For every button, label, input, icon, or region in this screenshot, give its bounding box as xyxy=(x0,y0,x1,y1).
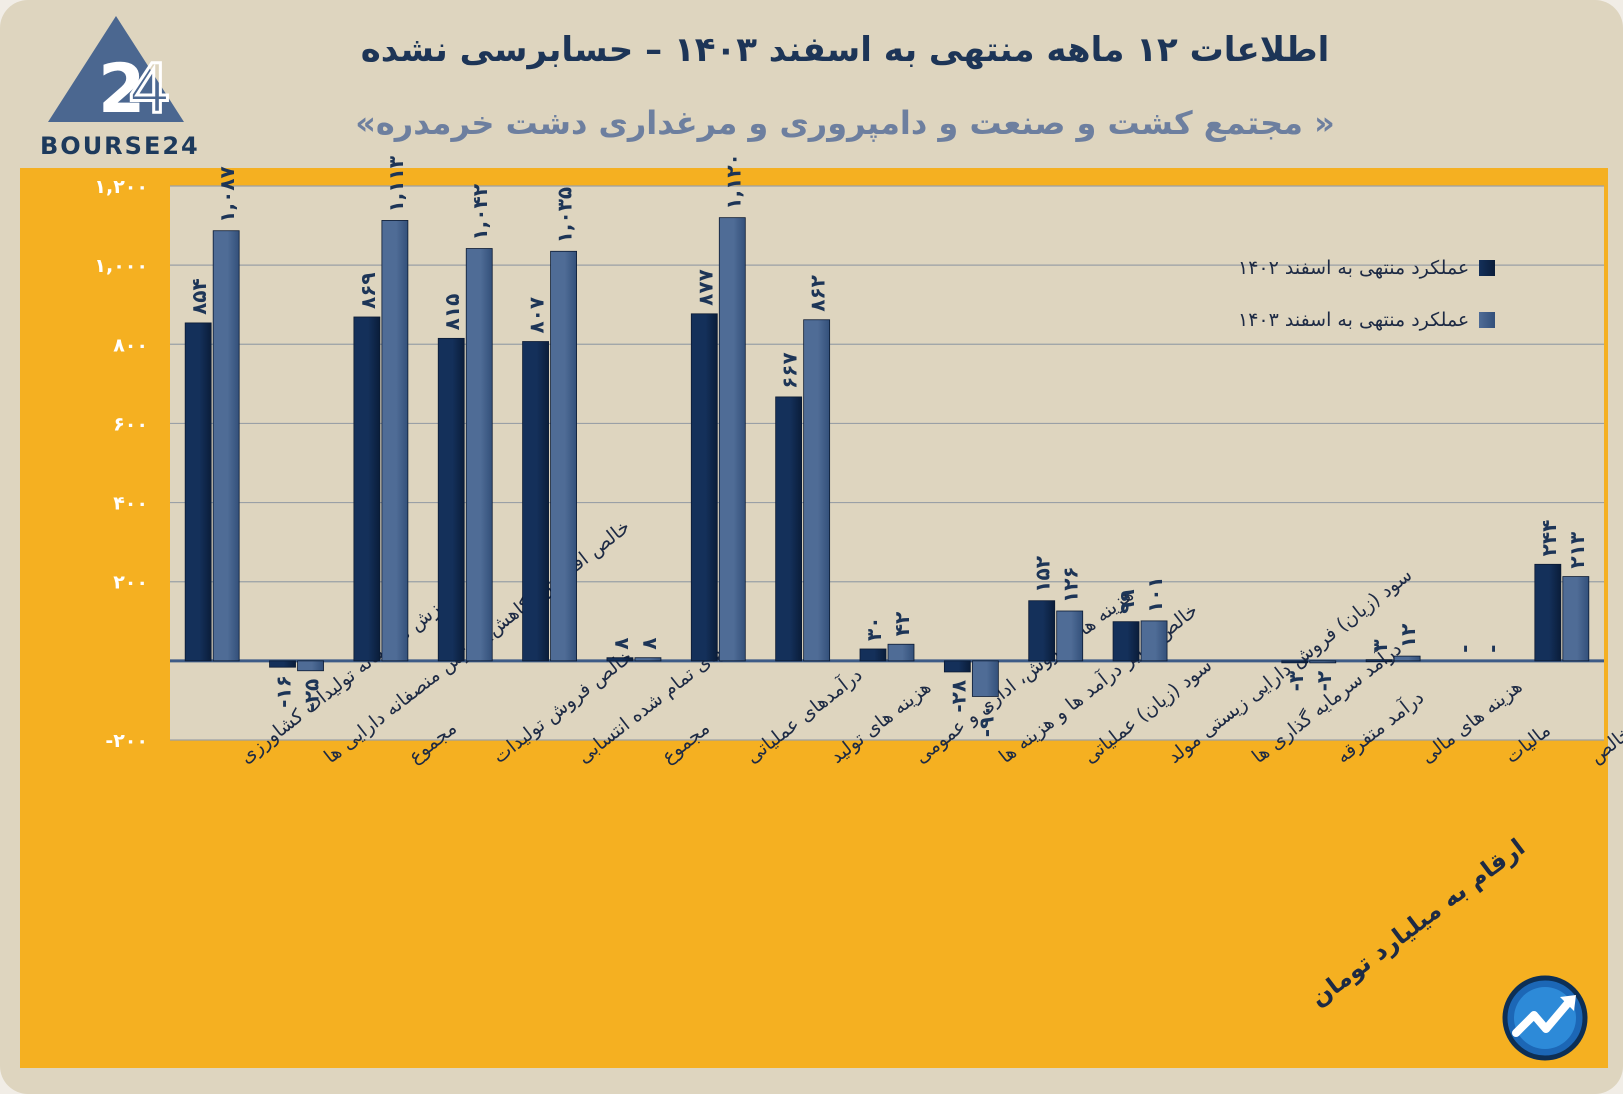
bar-1403 xyxy=(971,660,999,697)
legend-label-1402: عملکرد منتهی به اسفند ۱۴۰۲ xyxy=(1238,257,1470,279)
bar-1403 xyxy=(465,248,493,662)
legend-swatch-1402 xyxy=(1479,260,1496,276)
data-label-1403: -۲ xyxy=(1312,671,1336,692)
bar-1403 xyxy=(1393,655,1421,662)
bar-1403 xyxy=(550,250,577,662)
bar-1402 xyxy=(1281,660,1309,664)
page-title: اطلاعات ۱۲ ماهه منتهی به اسفند ۱۴۰۳ – حس… xyxy=(360,30,1330,70)
y-tick-label: ۴۰۰ xyxy=(113,493,148,515)
data-label-1402: ۸۰۷ xyxy=(525,297,549,334)
bar-1402 xyxy=(1365,659,1393,663)
legend-swatch-1403 xyxy=(1479,312,1496,328)
data-label-1403: -۲۵ xyxy=(300,679,324,712)
trend-logo-icon xyxy=(1502,975,1588,1061)
data-label-1403: - xyxy=(1480,645,1504,653)
data-label-1403: ۲۱۳ xyxy=(1565,532,1589,569)
data-label-1402: ۸۷۷ xyxy=(693,269,717,306)
data-label-1402: -۲۸ xyxy=(946,680,970,713)
data-label-1403: ۸ xyxy=(637,637,661,649)
data-label-1403: ۱۲ xyxy=(1396,624,1420,648)
bar-1402 xyxy=(184,322,212,662)
bar-1402 xyxy=(437,337,465,662)
bar-1403 xyxy=(297,660,324,672)
bar-1402 xyxy=(353,316,381,662)
data-label-1403: ۱,۱۱۳ xyxy=(384,156,408,212)
data-label-1402: ۸۱۵ xyxy=(440,294,464,331)
data-label-1402: ۶۶۷ xyxy=(778,352,802,389)
bar-1402 xyxy=(522,341,549,662)
y-tick-label: -۲۰۰ xyxy=(105,730,148,752)
data-label-1403: ۴۲ xyxy=(890,612,914,636)
bar-1402 xyxy=(269,660,296,668)
data-label-1403: ۱,۱۲۰ xyxy=(721,153,745,209)
data-label-1403: ۱۰۱ xyxy=(1143,576,1167,613)
bourse24-logo-icon: 2 4 xyxy=(48,16,184,131)
data-label-1402: ۸۶۹ xyxy=(356,272,380,309)
bar-1403 xyxy=(803,319,831,662)
data-label-1402: ۳ xyxy=(1368,639,1392,651)
data-label-1402: -۱۶ xyxy=(272,675,296,708)
plot-area xyxy=(170,186,1604,740)
legend-item-1402: عملکرد منتهی به اسفند ۱۴۰۲ xyxy=(1238,242,1496,294)
legend-item-1403: عملکرد منتهی به اسفند ۱۴۰۳ xyxy=(1238,294,1496,346)
data-label-1403: -۹۰ xyxy=(974,704,998,737)
page-subtitle: « مجتمع کشت و صنعت و دامپروری و مرغداری … xyxy=(355,104,1335,142)
bar-1403 xyxy=(634,657,662,662)
bar-1403 xyxy=(1309,660,1337,664)
chart-legend: عملکرد منتهی به اسفند ۱۴۰۲ عملکرد منتهی … xyxy=(1238,242,1496,346)
bar-1403 xyxy=(1562,576,1590,662)
y-tick-label: ۲۰۰ xyxy=(113,572,148,594)
y-tick-label: ۱,۰۰۰ xyxy=(94,255,148,277)
bar-1402 xyxy=(1028,600,1056,662)
logo-text: BOURSE24 xyxy=(40,132,200,160)
bar-1403 xyxy=(718,217,746,662)
data-label-1403: ۱,۰۴۲ xyxy=(468,184,492,240)
data-label-1402: ۱۵۲ xyxy=(1031,556,1055,593)
data-label-1402: -۳ xyxy=(1284,671,1308,692)
bar-1403 xyxy=(1140,620,1168,662)
svg-text:4: 4 xyxy=(128,50,171,129)
bar-1403 xyxy=(1056,610,1084,662)
data-label-1402: ۸۵۴ xyxy=(187,278,211,315)
bar-1403 xyxy=(212,230,240,662)
legend-label-1403: عملکرد منتهی به اسفند ۱۴۰۳ xyxy=(1238,309,1470,331)
bar-1402 xyxy=(775,396,803,662)
bar-1403 xyxy=(381,220,409,662)
y-tick-label: ۸۰۰ xyxy=(113,334,148,356)
svg-text:2: 2 xyxy=(98,50,145,129)
data-label-1402: ۳۰ xyxy=(862,617,886,641)
y-tick-label: ۶۰۰ xyxy=(113,413,148,435)
bar-1402 xyxy=(1112,621,1140,662)
bar-1402 xyxy=(606,657,634,662)
data-label-1403: ۱,۰۸۷ xyxy=(215,166,239,222)
bar-1403 xyxy=(887,643,915,662)
data-label-1402: ۸ xyxy=(609,637,633,649)
bar-1402 xyxy=(690,313,718,662)
bar-1402 xyxy=(1534,563,1562,662)
bar-1402 xyxy=(859,648,887,662)
data-label-1402: - xyxy=(1452,645,1476,653)
data-label-1403: ۱,۰۳۵ xyxy=(553,187,577,243)
data-label-1402: ۹۹ xyxy=(1115,589,1139,613)
bar-1402 xyxy=(943,660,971,673)
data-label-1403: ۱۲۶ xyxy=(1059,566,1083,603)
data-label-1403: ۸۶۲ xyxy=(806,275,830,312)
y-tick-label: ۱,۲۰۰ xyxy=(94,176,148,198)
data-label-1402: ۲۴۴ xyxy=(1537,520,1561,557)
